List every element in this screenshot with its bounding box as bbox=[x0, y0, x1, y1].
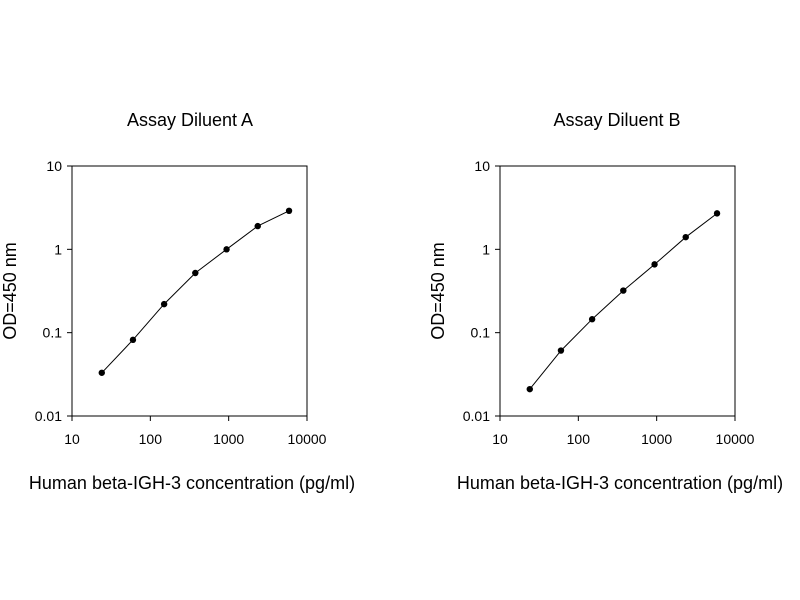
x-tick-label: 10000 bbox=[288, 431, 327, 447]
data-point bbox=[526, 385, 533, 393]
y-tick-label: 0.1 bbox=[43, 325, 63, 341]
y-tick-label: 0.01 bbox=[463, 408, 490, 424]
chart-panel-a: Assay Diluent A 0.01 0.1 1 10 10 100 1000 1000… bbox=[0, 110, 355, 493]
data-points-a bbox=[98, 207, 293, 376]
chart-panel-b: Assay Diluent B 0.01 0.1 1 10 10 100 1000 1000… bbox=[428, 110, 783, 493]
data-point bbox=[713, 210, 721, 217]
y-ticks-b: 0.01 0.1 1 10 bbox=[463, 158, 500, 424]
y-tick-label: 10 bbox=[474, 158, 490, 174]
data-point bbox=[620, 287, 627, 294]
y-tick-label: 1 bbox=[482, 241, 490, 257]
data-point bbox=[223, 246, 230, 253]
x-ticks-b: 10 100 1000 10000 bbox=[492, 416, 755, 447]
x-tick-label: 1000 bbox=[641, 431, 672, 447]
x-tick-label: 1000 bbox=[213, 431, 244, 447]
y-axis-label-b: OD=450 nm bbox=[428, 242, 448, 340]
data-point bbox=[651, 261, 658, 268]
data-point bbox=[160, 300, 168, 308]
x-axis-label-b: Human beta-IGH-3 concentration (pg/ml) bbox=[457, 473, 783, 493]
data-point bbox=[129, 336, 137, 344]
x-axis-label-a: Human beta-IGH-3 concentration (pg/ml) bbox=[29, 473, 355, 493]
y-ticks-a: 0.01 0.1 1 10 bbox=[35, 158, 72, 424]
chart-title-b: Assay Diluent B bbox=[553, 110, 680, 130]
x-tick-label: 10 bbox=[64, 431, 80, 447]
data-point bbox=[254, 222, 261, 230]
y-axis-label-a: OD=450 nm bbox=[0, 242, 20, 340]
x-tick-label: 100 bbox=[139, 431, 163, 447]
y-tick-label: 1 bbox=[54, 241, 62, 257]
y-tick-label: 0.1 bbox=[471, 325, 491, 341]
data-point bbox=[192, 269, 199, 277]
x-tick-label: 100 bbox=[567, 431, 591, 447]
plot-area-b bbox=[499, 165, 736, 417]
series-line-b bbox=[529, 213, 718, 390]
chart-title-a: Assay Diluent A bbox=[127, 110, 253, 130]
data-point bbox=[557, 347, 565, 354]
data-point bbox=[98, 369, 105, 376]
plot-area-a bbox=[71, 165, 308, 417]
data-point bbox=[285, 207, 293, 215]
data-points-b bbox=[526, 210, 721, 393]
y-tick-label: 10 bbox=[46, 158, 62, 174]
x-ticks-a: 10 100 1000 10000 bbox=[64, 416, 327, 447]
y-tick-label: 0.01 bbox=[35, 408, 62, 424]
series-line-a bbox=[101, 210, 290, 374]
x-tick-label: 10000 bbox=[716, 431, 755, 447]
data-point bbox=[682, 233, 689, 241]
x-tick-label: 10 bbox=[492, 431, 508, 447]
data-point bbox=[588, 316, 596, 323]
